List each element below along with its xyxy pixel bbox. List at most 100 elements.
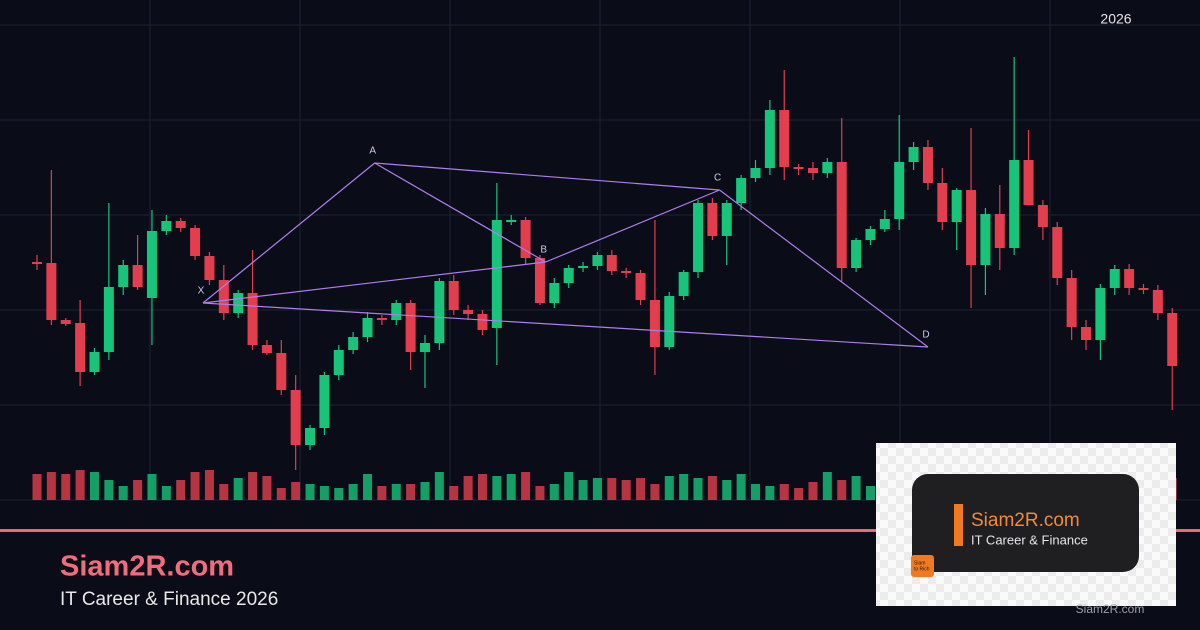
brand: Siam2R.com [60,551,234,583]
candle-body [1152,290,1163,313]
volume-bar [765,486,775,500]
candle-body [764,110,775,168]
volume-bar [535,486,545,500]
volume-bar [506,474,516,500]
candle-body [879,219,890,229]
badge-card [912,474,1139,572]
badge-logo-line2: to Rich [914,566,930,572]
candle-body [750,168,761,178]
volume-bar [736,474,746,500]
badge-brand: Siam2R.com [971,510,1080,531]
volume-bar [751,484,760,500]
harmonic-pattern: X A B C D [198,146,930,348]
candle-body [305,428,316,445]
candle-body [448,281,459,310]
candle-body [175,221,186,228]
volume-bar [248,472,258,500]
volume-bar [204,470,214,500]
candle-body [1037,205,1048,227]
badge-accent [954,504,963,546]
candle-body [477,314,488,330]
candle-body [376,318,387,320]
candle-body [1167,313,1178,366]
candle-body [1109,269,1120,288]
candle-body [32,262,42,264]
volume-bar [262,476,272,500]
volume-bar [463,476,473,500]
pattern-leg [719,189,929,348]
volume-bar [348,484,358,500]
candle-body [578,266,589,268]
candle-body [621,271,632,273]
candle-body [592,255,603,266]
candle-body [233,293,244,313]
volume-bar [664,476,674,500]
volume-bar [363,474,373,500]
volume-bar [564,472,574,500]
candle-body [190,228,201,256]
candle-body [75,323,86,372]
candle-body [635,273,646,300]
candle-body [1095,288,1106,340]
candle-body [865,229,876,240]
volume-bar [61,474,71,500]
candle-body [46,263,57,320]
volume-bar [592,478,602,500]
pattern-leg [545,189,720,263]
candle-body [520,220,531,258]
volume-bar [808,482,818,500]
candle-body [218,280,229,313]
volume-bar [219,484,229,500]
candle-body [60,320,71,324]
volume-bar [707,476,717,500]
candle-body [779,110,790,167]
volume-bar [334,488,344,500]
volume-bar [291,482,301,500]
candle-body [563,268,574,283]
candle-body [1052,227,1063,278]
candle-body [549,283,560,303]
divider [0,529,1200,532]
candle-body [247,293,258,345]
volume-bar [722,480,732,500]
candle-body [980,214,991,265]
pattern-leg [374,162,720,191]
volume-bar [607,478,617,500]
volume-bar [851,476,861,500]
candle-body [261,345,272,353]
candle-body [434,281,445,343]
volume-bar [75,470,85,500]
badge-tagline: IT Career & Finance [971,532,1088,547]
tagline: IT Career & Finance 2026 [60,589,278,610]
candle-body [1009,160,1020,248]
volume-bar [89,472,99,500]
candle-body [534,258,545,303]
watermark: Siam2R.com [1076,602,1145,616]
volume-bar [46,472,56,500]
candle-body [1124,269,1135,288]
pattern-label: C [714,173,721,184]
candle-body [908,147,919,162]
candle-body [463,310,474,314]
candle-body [290,390,301,445]
volume-bar [621,480,631,500]
volume-bar [161,486,171,500]
volume-bar [492,476,502,500]
volume-bar [305,484,315,500]
candle-body [994,214,1005,248]
candle-body [1023,160,1034,205]
candle-body [333,350,344,375]
candle-body [1081,327,1092,340]
candle-body [132,265,143,287]
volume-bar [477,474,487,500]
volume-bar [276,488,286,500]
candle-body [491,220,502,328]
volume-bar [549,484,559,500]
candle-body [276,353,287,390]
candle-body [606,255,617,271]
volume-bar [693,478,703,500]
volume-bar [865,486,875,500]
candle-body [1066,278,1077,327]
volume-bar [650,484,660,500]
